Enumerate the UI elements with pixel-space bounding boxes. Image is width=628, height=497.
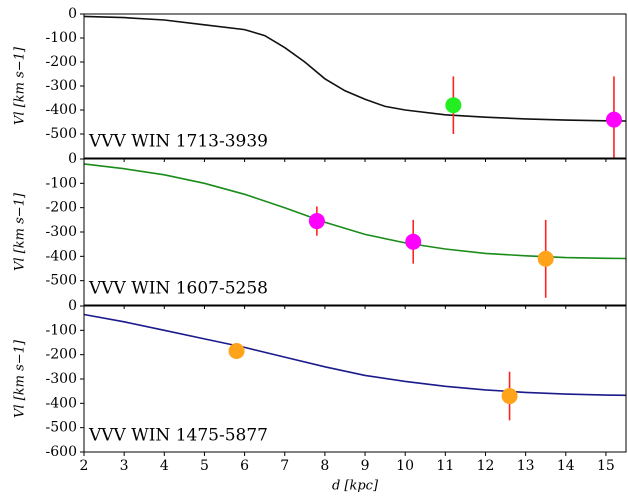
curve	[83, 15, 627, 122]
y-tick-label: -400	[46, 395, 77, 411]
annotation: VVV WIN 1607-5258	[88, 279, 268, 299]
point	[501, 388, 518, 405]
y-tick-label: -300	[46, 224, 77, 240]
x-tick-label: 2	[80, 458, 89, 474]
point	[308, 213, 325, 230]
x-tick-label: 6	[240, 458, 249, 474]
annotation: VVV WIN 1713-3939	[88, 132, 268, 152]
curve	[83, 313, 627, 397]
y-tick-label: -100	[46, 175, 77, 191]
y-tick-label: -500	[46, 126, 77, 142]
x-tick-label: 12	[477, 458, 495, 474]
y-tick-label: -200	[46, 347, 77, 363]
x-tick-label: 8	[320, 458, 329, 474]
x-tick-label: 3	[120, 458, 129, 474]
x-tick-label: 9	[361, 458, 370, 474]
y-tick-label: -100	[46, 322, 77, 338]
y-tick-label: 0	[68, 151, 77, 167]
y-axis-label: Vl [km s−1]	[13, 46, 28, 125]
x-tick-label: 13	[517, 458, 535, 474]
y-tick-label: -400	[46, 102, 77, 118]
y-axis-label: Vl [km s−1]	[13, 339, 28, 418]
axes-frame	[83, 305, 627, 453]
y-tick-label: -400	[46, 248, 77, 264]
x-axis-label: d [kpc]	[332, 479, 379, 494]
x-tick-label: 5	[200, 458, 209, 474]
y-tick-label: -200	[46, 54, 77, 70]
y-tick-label: -300	[46, 78, 77, 94]
curve	[83, 163, 627, 260]
point	[605, 111, 622, 128]
y-tick-label: 0	[68, 6, 77, 22]
y-tick-label: -600	[46, 444, 77, 460]
x-tick-label: 7	[280, 458, 289, 474]
point	[537, 250, 554, 267]
axes-frame	[83, 158, 627, 306]
x-tick-label: 10	[396, 458, 414, 474]
y-axis-label: Vl [km s−1]	[13, 192, 28, 271]
x-tick-label: 11	[436, 458, 454, 474]
y-tick-label: -500	[46, 273, 77, 289]
point	[228, 343, 245, 360]
x-tick-label: 15	[597, 458, 615, 474]
y-tick-label: -200	[46, 200, 77, 216]
x-tick-label: 14	[557, 458, 575, 474]
y-tick-label: -500	[46, 420, 77, 436]
x-tick-label: 4	[160, 458, 169, 474]
axes-frame	[83, 13, 627, 159]
point	[445, 97, 462, 114]
y-tick-label: -300	[46, 371, 77, 387]
point	[405, 233, 422, 250]
y-tick-label: 0	[68, 298, 77, 314]
annotation: VVV WIN 1475-5877	[88, 426, 268, 446]
y-tick-label: -100	[46, 30, 77, 46]
